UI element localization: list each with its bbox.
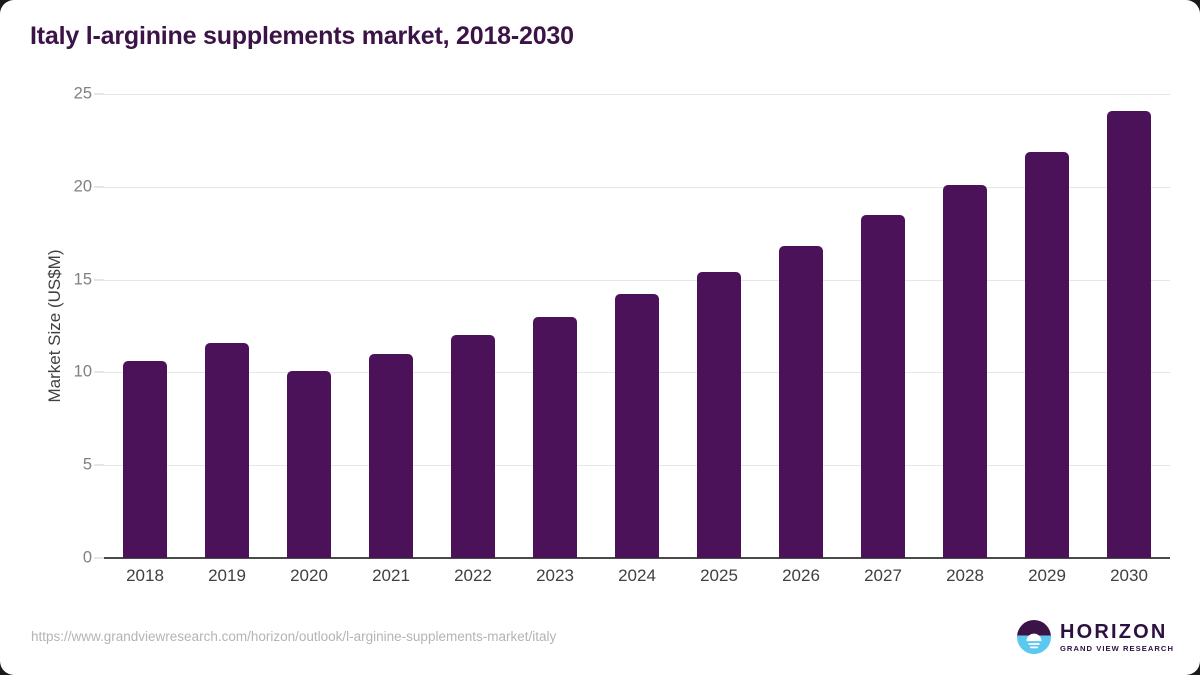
horizon-logo-icon (1016, 620, 1051, 654)
bar-group: 2026 (760, 94, 842, 585)
bar[interactable] (205, 342, 249, 558)
x-axis-tick-label: 2018 (126, 566, 164, 585)
logo-wordmark: HORIZON (1059, 620, 1168, 643)
y-axis-tick-mark (94, 371, 104, 373)
x-axis-tick-label: 2019 (208, 566, 246, 585)
bar-series: 2018 2019 2020 2021 2022 2023 2024 2025 2026 2027… (104, 94, 1170, 585)
bar[interactable] (697, 272, 741, 558)
bar[interactable] (1025, 151, 1069, 558)
bar-group: 2020 (268, 94, 350, 585)
bar-group: 2022 (432, 94, 514, 585)
bar-group: 2018 (104, 94, 186, 585)
y-axis-tick-mark (94, 279, 104, 281)
bar-group: 2024 (596, 94, 678, 585)
bar[interactable] (369, 353, 413, 558)
gridline (104, 94, 1170, 95)
bar[interactable] (615, 294, 659, 558)
bar[interactable] (451, 335, 495, 558)
bar-group: 2019 (186, 94, 268, 585)
y-axis-tick-label: 10 (73, 362, 92, 381)
x-axis-tick-label: 2026 (782, 566, 820, 585)
x-axis-tick-label: 2028 (946, 566, 984, 585)
x-axis-tick-label: 2023 (536, 566, 574, 585)
y-axis-tick-label: 25 (73, 84, 92, 103)
x-axis-tick-label: 2025 (700, 566, 738, 585)
y-axis-tick-label: 0 (82, 548, 92, 567)
bar[interactable] (123, 361, 167, 558)
horizon-logo: HORIZON GRAND VIEW RESEARCH (1016, 617, 1174, 657)
x-axis-tick-label: 2024 (618, 566, 656, 585)
gridline (104, 279, 1170, 281)
bar-group: 2021 (350, 94, 432, 585)
bar[interactable] (533, 316, 577, 558)
y-axis-tick-label: 15 (73, 270, 92, 289)
bar-group: 2027 (842, 94, 924, 585)
y-axis-tick-mark (94, 186, 104, 188)
bar-group: 2025 (678, 94, 760, 585)
bar[interactable] (779, 246, 823, 558)
page-title: Italy l-arginine supplements market, 201… (30, 22, 574, 50)
x-axis-line (104, 557, 1170, 559)
bar[interactable] (861, 214, 905, 558)
y-axis-tick-mark (94, 464, 104, 466)
source-url[interactable]: https://www.grandviewresearch.com/horizo… (31, 629, 557, 644)
x-axis-tick-label: 2022 (454, 566, 492, 585)
logo-tagline: GRAND VIEW RESEARCH (1059, 643, 1174, 653)
bar[interactable] (1107, 110, 1151, 558)
x-axis-tick-label: 2021 (372, 566, 410, 585)
bar[interactable] (287, 370, 331, 558)
bar-group: 2028 (924, 94, 1006, 585)
y-axis-tick-label: 5 (82, 455, 92, 474)
y-axis-tick-mark (94, 557, 104, 559)
horizon-logo-text: HORIZON GRAND VIEW RESEARCH (1060, 622, 1174, 653)
y-axis-title: Market Size (US$M) (45, 249, 64, 403)
y-axis-tick-label: 20 (73, 177, 92, 196)
x-axis-tick-label: 2027 (864, 566, 902, 585)
x-axis-tick-label: 2020 (290, 566, 328, 585)
bar-group: 2023 (514, 94, 596, 585)
gridline (104, 186, 1170, 188)
x-axis-tick-label: 2029 (1028, 566, 1066, 585)
bar-group: 2030 (1088, 94, 1170, 585)
bar[interactable] (943, 184, 987, 558)
y-axis-tick-mark (94, 93, 104, 95)
bar-group: 2029 (1006, 94, 1088, 585)
x-axis-tick-label: 2030 (1110, 566, 1148, 585)
